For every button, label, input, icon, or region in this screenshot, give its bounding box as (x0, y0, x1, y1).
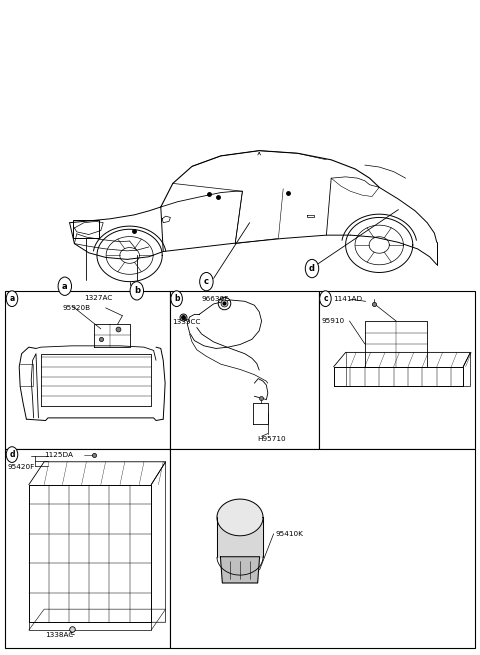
Text: 1339CC: 1339CC (172, 319, 200, 326)
Text: 1125DA: 1125DA (44, 451, 73, 458)
Text: 95420F: 95420F (7, 464, 35, 470)
Text: b: b (174, 294, 180, 303)
Bar (170, 291, 319, 449)
Text: 1338AC: 1338AC (46, 632, 74, 639)
Text: 95920B: 95920B (62, 305, 91, 311)
Text: 96630F: 96630F (202, 296, 229, 303)
Bar (319, 291, 475, 449)
Text: 95910: 95910 (322, 318, 345, 324)
Text: a: a (10, 294, 14, 303)
Circle shape (305, 259, 319, 278)
Polygon shape (220, 557, 260, 583)
Circle shape (130, 282, 144, 300)
Polygon shape (217, 517, 263, 557)
Text: c: c (323, 294, 328, 303)
Text: b: b (134, 286, 140, 295)
Circle shape (200, 272, 213, 291)
Circle shape (6, 447, 18, 462)
Text: d: d (309, 264, 315, 273)
Text: 1141AD: 1141AD (334, 296, 363, 303)
Bar (170, 449, 475, 648)
Circle shape (171, 291, 182, 307)
Text: 95410K: 95410K (276, 531, 304, 537)
Text: d: d (9, 450, 15, 459)
Text: c: c (204, 277, 209, 286)
Text: H95710: H95710 (257, 436, 286, 442)
Circle shape (320, 291, 331, 307)
Bar (73, 220, 99, 238)
Circle shape (58, 277, 72, 295)
Text: a: a (62, 282, 68, 291)
Bar (5, 449, 170, 648)
Polygon shape (217, 499, 263, 536)
Circle shape (6, 291, 18, 307)
Text: 1327AC: 1327AC (84, 295, 112, 301)
Bar (5, 291, 170, 449)
